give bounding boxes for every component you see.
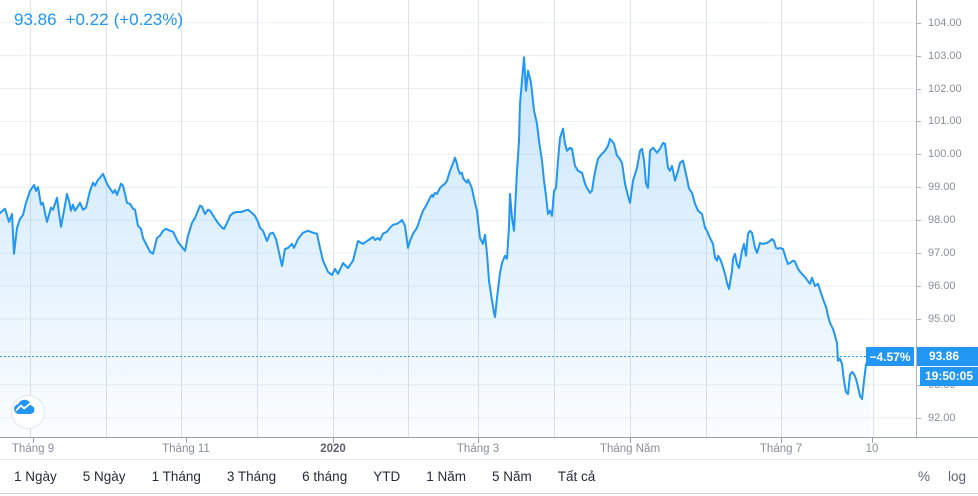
price-axis-label: 99.00 xyxy=(928,181,956,194)
price-axis-label: 101.00 xyxy=(928,115,962,128)
range-5-day[interactable]: 5 Ngày xyxy=(82,469,126,484)
time-axis-tick xyxy=(333,438,334,443)
countdown-time-tag: 19:50:05 xyxy=(920,366,978,386)
price-axis-tick xyxy=(917,417,921,419)
price-axis-tick xyxy=(917,318,921,320)
time-axis-label: Tháng Năm xyxy=(599,443,661,455)
time-axis-tick xyxy=(630,438,631,443)
price-chart-svg xyxy=(0,0,916,437)
price-axis-tick xyxy=(917,253,921,255)
range-6-month[interactable]: 6 tháng xyxy=(302,469,348,484)
range-1-day[interactable]: 1 Ngày xyxy=(14,469,57,484)
time-axis-label: 2020 xyxy=(320,443,346,455)
area-fill xyxy=(0,57,870,437)
price-axis-tick xyxy=(917,154,921,156)
price-axis-tick xyxy=(917,384,921,386)
price-axis-label: 98.00 xyxy=(928,214,956,227)
time-axis-label: Tháng 11 xyxy=(162,443,210,455)
time-axis-tick xyxy=(186,438,187,443)
price-axis-tick xyxy=(917,220,921,222)
tradingview-logo[interactable] xyxy=(11,395,45,429)
time-axis-label: Tháng 3 xyxy=(456,443,500,455)
price-axis-tick xyxy=(917,286,921,288)
quote-price: 93.86 xyxy=(14,10,57,29)
quote-change-percent: (+0.23%) xyxy=(113,10,184,29)
range-button-group: 1 Ngày 5 Ngày 1 Tháng 3 Tháng 6 tháng YT… xyxy=(14,469,595,484)
price-axis-label: 95.00 xyxy=(928,312,956,325)
current-change-percent-badge: −4.57% xyxy=(866,347,914,366)
chart-plot-area[interactable]: 93.86 +0.22 (+0.23%) −4.57% xyxy=(0,0,916,437)
percent-scale-button[interactable]: % xyxy=(917,469,930,484)
time-axis-label: Tháng 9 xyxy=(11,443,55,455)
price-axis-label: 97.00 xyxy=(928,247,956,260)
price-axis-label: 102.00 xyxy=(928,82,962,95)
price-axis-tick xyxy=(917,55,921,57)
range-5-year[interactable]: 5 Năm xyxy=(491,469,532,484)
current-price-tag: 93.86 xyxy=(917,347,978,366)
range-all[interactable]: Tất cả xyxy=(557,469,596,484)
time-axis-tick xyxy=(872,438,873,443)
range-3-month[interactable]: 3 Tháng xyxy=(226,469,277,484)
price-axis-label: 96.00 xyxy=(928,280,956,293)
price-axis-tick xyxy=(917,22,921,24)
log-scale-button[interactable]: log xyxy=(947,469,966,484)
price-line xyxy=(0,56,871,400)
price-axis[interactable]: 92.0093.0094.0095.0096.0097.0098.0099.00… xyxy=(916,0,978,437)
scale-button-group: % log xyxy=(918,469,966,484)
price-axis-tick xyxy=(917,187,921,189)
time-axis[interactable]: Tháng 9 Tháng 11 2020 Tháng 3 Tháng Năm Tháng… xyxy=(0,437,978,459)
time-axis-tick xyxy=(478,438,479,443)
price-axis-label: 92.00 xyxy=(928,411,956,424)
time-axis-tick xyxy=(781,438,782,443)
bottom-toolbar: 1 Ngày 5 Ngày 1 Tháng 3 Tháng 6 tháng YT… xyxy=(0,459,978,494)
price-axis-tick xyxy=(917,121,921,123)
quote-change: +0.22 xyxy=(65,10,109,29)
range-1-year[interactable]: 1 Năm xyxy=(426,469,466,484)
price-axis-label: 100.00 xyxy=(928,148,962,161)
range-1-month[interactable]: 1 Tháng xyxy=(151,469,201,484)
quote-header: 93.86 +0.22 (+0.23%) xyxy=(14,10,183,30)
range-ytd[interactable]: YTD xyxy=(373,469,401,484)
price-axis-label: 103.00 xyxy=(928,49,962,62)
time-axis-tick xyxy=(33,438,34,443)
cloud-chart-icon xyxy=(14,399,35,414)
price-axis-label: 104.00 xyxy=(928,16,962,29)
time-axis-label: 10 xyxy=(865,443,879,455)
price-axis-tick xyxy=(917,88,921,90)
time-axis-label: Tháng 7 xyxy=(759,443,803,455)
